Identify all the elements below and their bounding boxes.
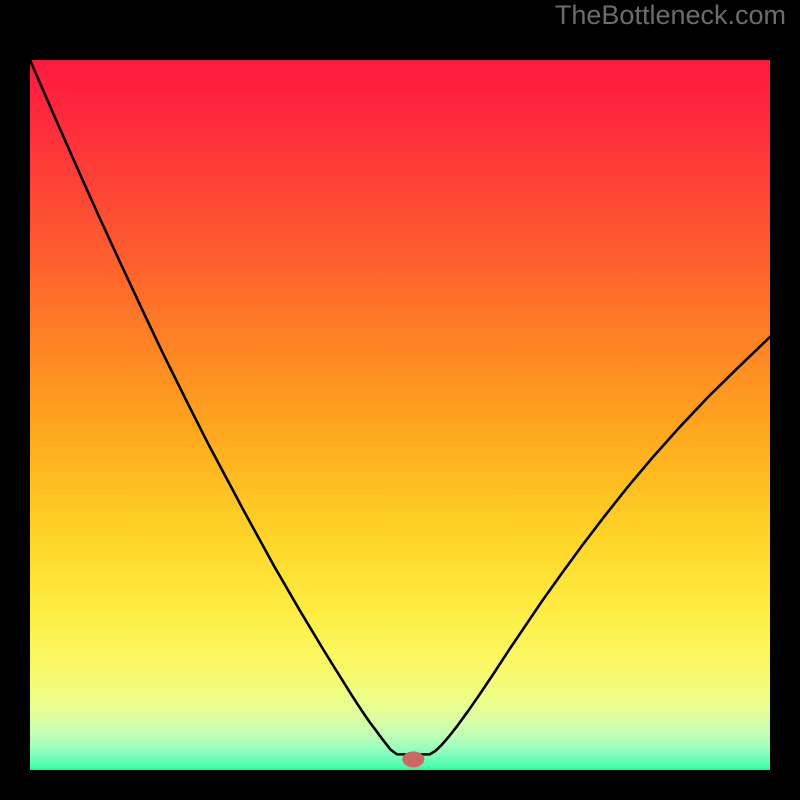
optimal-marker [402,751,424,767]
curve-layer [30,60,770,770]
attribution-text: TheBottleneck.com [555,0,786,31]
bottleneck-plot [30,60,770,770]
bottleneck-curve [30,60,770,754]
chart-stage: TheBottleneck.com [0,0,800,800]
